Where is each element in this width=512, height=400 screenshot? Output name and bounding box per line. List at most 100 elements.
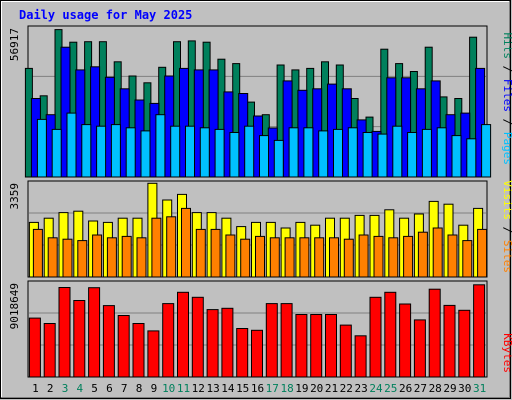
x-label-day-24: 24 [369,382,383,395]
bar-sites-day-15 [240,238,251,278]
bar-sites-day-22 [343,238,354,278]
x-axis-day-labels: 1 2 3 4 5 6 7 8 9 10 11 12 13 14 15 16 17 18 19 20 21 22 23 24 2… [32,382,486,395]
bar-kbytes-day-8 [132,323,145,378]
x-label-day-21: 21 [325,382,338,395]
bar-kbytes-day-7 [117,315,130,378]
bar-pages-day-28 [436,127,447,178]
bar-pages-day-14 [229,132,240,178]
y-max-label: 9018649 [8,283,21,329]
chart-panels: 56917 Hits / Files / Pages 3359 Visits / Si… [8,25,512,378]
bar-kbytes-day-19 [295,314,308,378]
x-label-day-20: 20 [310,382,323,395]
bar-sites-day-28 [432,227,443,278]
bar-pages-day-12 [199,127,210,178]
bar-sites-day-5 [92,234,103,278]
legend-separator: / [501,220,512,240]
x-label-day-11: 11 [177,382,190,395]
y-max-label: 3359 [8,183,21,210]
bar-kbytes-day-22 [339,324,352,378]
legend-item-hits: Hits [501,33,512,60]
bar-pages-day-24 [377,133,388,178]
bar-kbytes-day-3 [58,287,71,378]
bar-kbytes-day-17 [265,303,278,378]
bar-kbytes-day-25 [384,291,397,378]
bar-files-day-31 [475,67,486,178]
bar-sites-day-25 [388,237,399,278]
bar-pages-day-30 [466,138,477,178]
bar-kbytes-day-5 [88,287,101,378]
bar-files-day-12 [193,69,204,178]
bar-sites-day-7 [121,235,132,278]
bar-kbytes-day-9 [147,330,160,378]
bar-files-day-5 [90,66,101,178]
bar-sites-day-26 [403,235,414,278]
bar-sites-day-16 [255,235,265,278]
bar-kbytes-day-21 [325,314,337,378]
panel-1: 56917 Hits / Files / Pages [8,25,512,178]
bar-kbytes-day-31 [473,284,486,378]
bar-files-day-13 [208,69,219,178]
bar-files-day-11 [179,67,189,178]
x-label-day-16: 16 [251,382,264,395]
bar-kbytes-day-15 [236,328,249,378]
chart-title: Daily usage for May 2025 [19,8,192,22]
bar-sites-day-23 [358,234,369,278]
bar-sites-day-21 [329,237,339,278]
x-label-day-2: 2 [47,382,54,395]
bar-kbytes-day-1 [28,317,41,378]
x-label-day-1: 1 [32,382,39,395]
bar-sites-day-19 [299,237,310,278]
bar-pages-day-22 [347,127,358,178]
bar-pages-day-7 [125,127,136,178]
bar-kbytes-day-27 [413,319,426,378]
legend-2: Visits / Sites [501,180,512,273]
bar-kbytes-day-30 [458,309,471,378]
panel-2: 3359 Visits / Sites [8,180,512,278]
x-label-day-10: 10 [162,382,175,395]
x-label-day-13: 13 [206,382,219,395]
y-max-label: 56917 [8,28,21,61]
x-label-day-4: 4 [76,382,83,395]
x-label-day-14: 14 [221,382,235,395]
bar-kbytes-day-16 [251,329,263,378]
legend-1: Hits / Files / Pages [501,33,512,166]
x-label-day-15: 15 [236,382,249,395]
bar-sites-day-31 [477,228,488,278]
x-label-day-7: 7 [121,382,128,395]
bar-sites-day-1 [32,228,43,278]
x-label-day-9: 9 [151,382,158,395]
bar-pages-day-20 [318,130,329,178]
legend-separator: / [501,112,512,132]
legend-item-sites: Sites [501,240,512,273]
bar-pages-day-6 [110,124,121,178]
x-label-day-26: 26 [399,382,412,395]
bar-pages-day-26 [407,132,418,178]
bar-sites-day-17 [269,237,280,278]
x-label-day-18: 18 [280,382,293,395]
bar-sites-day-12 [195,228,206,278]
legend-text: KBytes [501,333,512,373]
bar-sites-day-10 [166,216,177,278]
x-label-day-22: 22 [340,382,353,395]
bar-sites-day-6 [106,237,117,278]
bar-pages-day-23 [362,132,373,178]
x-label-day-29: 29 [443,382,456,395]
x-label-day-5: 5 [91,382,98,395]
bar-kbytes-day-28 [428,288,441,378]
bar-kbytes-day-18 [280,303,293,378]
bar-kbytes-day-2 [43,323,56,378]
x-label-day-23: 23 [354,382,367,395]
bar-pages-day-1 [36,118,47,178]
bar-kbytes-day-12 [191,296,204,378]
x-label-day-17: 17 [266,382,279,395]
bar-sites-day-2 [47,237,58,278]
bar-kbytes-day-24 [369,296,382,378]
bar-kbytes-day-6 [102,305,115,378]
bar-kbytes-day-11 [177,291,189,378]
bar-pages-day-25 [392,125,403,178]
x-label-day-27: 27 [414,382,427,395]
bar-kbytes-day-10 [162,303,175,378]
bar-pages-day-11 [185,125,195,178]
bar-pages-day-9 [155,114,166,178]
